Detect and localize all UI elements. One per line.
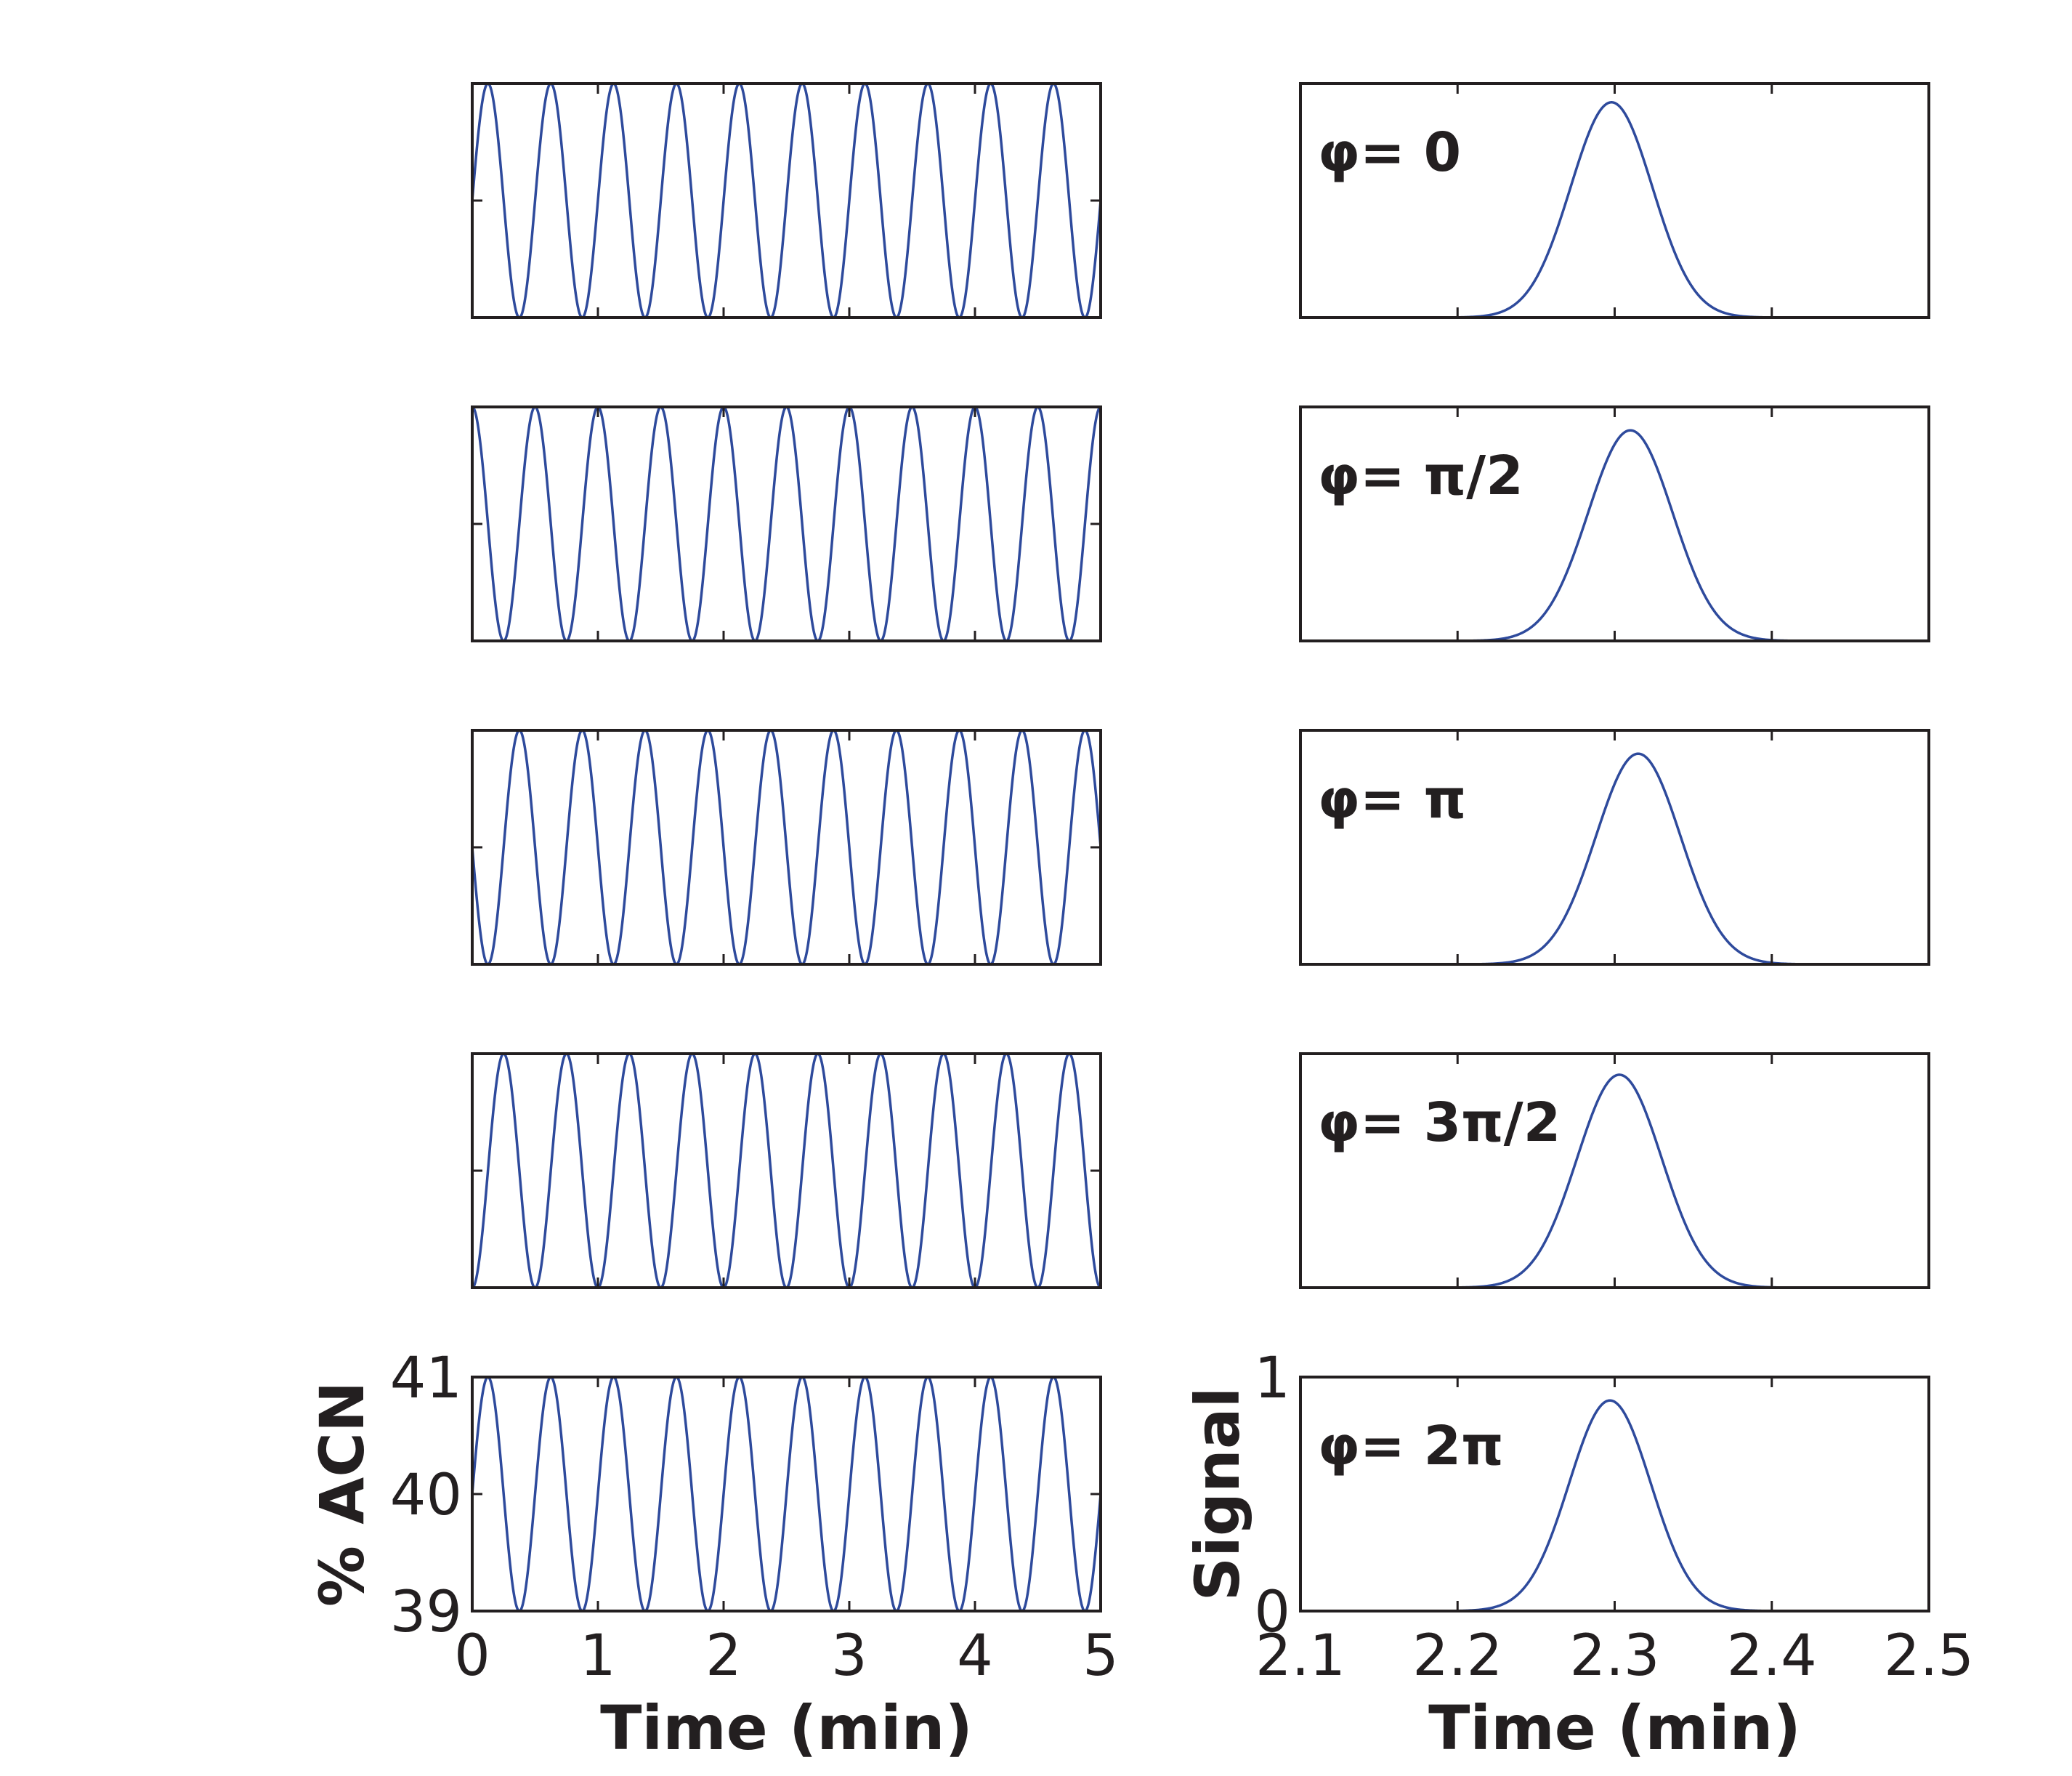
y-axis-title: % ACN <box>307 1381 378 1607</box>
x-tick-label: 1 <box>580 1623 616 1689</box>
panel-gradient-phi-pi-2 <box>471 405 1102 642</box>
axes-frame <box>1299 82 1930 319</box>
panel-chromatogram-phi-2pi: 2.1 2.2 2.3 2.4 2.5 0 1 φ= 2π Time (min) Signal <box>1182 1346 1974 1764</box>
x-tick-label: 2.1 <box>1255 1623 1345 1689</box>
y-tick-label: 39 <box>390 1580 462 1645</box>
x-tick-label: 2.4 <box>1727 1623 1817 1689</box>
y-tick-label: 41 <box>390 1346 462 1411</box>
axes-frame <box>1299 1376 1930 1612</box>
x-tick-label: 2.5 <box>1884 1623 1974 1689</box>
series-line <box>471 82 1102 319</box>
phase-annotation: φ= π/2 <box>1318 445 1523 507</box>
panel-chromatogram-phi-pi-2: φ= π/2 <box>1299 405 1930 642</box>
phase-annotation: φ= 0 <box>1318 121 1461 184</box>
panel-chromatogram-phi-pi: φ= π <box>1299 729 1930 966</box>
series-line <box>471 405 1102 642</box>
x-tick-label: 2.3 <box>1569 1623 1659 1689</box>
x-tick-label: 2 <box>705 1623 742 1689</box>
panel-gradient-phi-2pi: 0 1 2 3 4 5 39 40 41 Time (min) % ACN <box>307 1346 1119 1764</box>
x-tick-label: 5 <box>1082 1623 1119 1689</box>
panel-gradient-phi-3pi-2 <box>471 1052 1102 1289</box>
x-axis-title: Time (min) <box>600 1692 973 1764</box>
series-line <box>471 1376 1102 1612</box>
panel-gradient-phi-pi <box>471 729 1102 966</box>
x-tick-label: 3 <box>831 1623 867 1689</box>
x-tick-label: 0 <box>454 1623 490 1689</box>
axes-frame <box>1299 729 1930 966</box>
panel-chromatogram-phi-3pi-2: φ= 3π/2 <box>1299 1052 1930 1289</box>
panel-gradient-phi-0 <box>471 82 1102 319</box>
phase-annotation: φ= 2π <box>1318 1415 1504 1477</box>
x-tick-label: 4 <box>957 1623 993 1689</box>
phase-annotation: φ= π <box>1318 768 1466 831</box>
axes-frame <box>1299 1052 1930 1289</box>
series-line <box>471 1052 1102 1289</box>
y-tick-label: 0 <box>1254 1580 1290 1645</box>
y-tick-label: 1 <box>1254 1346 1290 1411</box>
axes-frame <box>471 1052 1102 1289</box>
x-tick-label: 2.2 <box>1412 1623 1502 1689</box>
y-axis-title: Signal <box>1182 1387 1253 1602</box>
x-axis-title: Time (min) <box>1428 1692 1801 1764</box>
y-tick-label: 40 <box>390 1463 462 1528</box>
phase-annotation: φ= 3π/2 <box>1318 1091 1561 1154</box>
axes-frame <box>471 405 1102 642</box>
series-line <box>471 729 1102 966</box>
panel-chromatogram-phi-0: φ= 0 <box>1299 82 1930 319</box>
